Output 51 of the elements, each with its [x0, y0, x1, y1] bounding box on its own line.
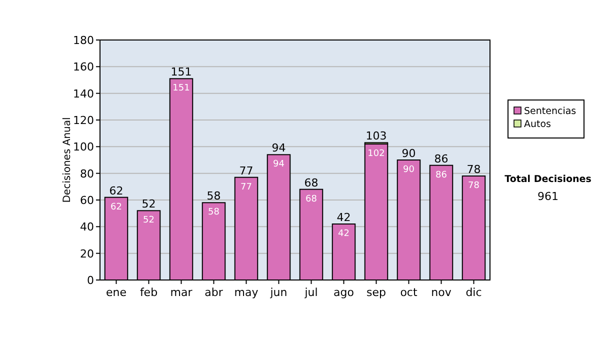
data-label: 58	[208, 208, 220, 218]
x-tick-label: mar	[170, 286, 193, 299]
data-label: 52	[143, 216, 154, 226]
data-label: 151	[172, 84, 190, 94]
text: Total Decisiones	[504, 174, 592, 185]
x-tick-label: dic	[466, 286, 482, 299]
data-label: 62	[110, 202, 122, 212]
total-label: 77	[239, 164, 254, 178]
y-tick-label: 140	[73, 87, 94, 100]
x-tick-label: sep	[366, 286, 386, 299]
data-label: 42	[338, 229, 350, 239]
y-tick-label: 180	[73, 34, 94, 47]
legend-label: Autos	[524, 119, 552, 130]
data-label: 78	[468, 181, 480, 191]
x-tick-label: may	[234, 286, 259, 299]
text: 961	[538, 190, 558, 203]
data-label: 102	[368, 149, 385, 159]
data-label: 68	[306, 194, 318, 204]
total-label: 78	[466, 163, 481, 176]
y-tick-label: 40	[80, 220, 94, 234]
total-label: 103	[366, 130, 387, 143]
total-label: 52	[142, 198, 156, 211]
y-axis-title: Decisiones Anual	[62, 117, 73, 203]
total-label: 58	[206, 190, 221, 203]
total-label: 86	[434, 152, 448, 166]
legend-label: Sentencias	[524, 106, 576, 117]
y-tick-label: 20	[80, 247, 94, 260]
total-label: 62	[109, 184, 124, 198]
y-tick-label: 120	[73, 114, 94, 127]
y-tick-label: 80	[80, 167, 94, 180]
data-label: 90	[403, 165, 415, 175]
total-label: 42	[336, 211, 351, 224]
x-tick-label: ago	[334, 286, 354, 299]
data-label: 77	[240, 182, 252, 192]
x-tick-label: abr	[204, 286, 224, 299]
total-label: 94	[272, 142, 286, 155]
x-tick-label: feb	[140, 286, 158, 299]
x-tick-label: nov	[431, 286, 452, 299]
total-label: 151	[170, 66, 192, 79]
x-tick-label: jun	[269, 286, 288, 299]
y-tick-label: 100	[73, 140, 94, 154]
y-tick-label: 160	[73, 60, 94, 74]
total-label: 90	[402, 147, 416, 160]
x-tick-label: oct	[400, 286, 418, 299]
data-label: 94	[273, 160, 285, 170]
x-tick-label: jul	[304, 286, 318, 299]
y-tick-label: 0	[87, 274, 94, 287]
y-tick-label: 60	[80, 194, 94, 207]
x-tick-label: ene	[106, 286, 127, 299]
total-label: 68	[304, 176, 318, 190]
data-label: 86	[436, 170, 448, 180]
